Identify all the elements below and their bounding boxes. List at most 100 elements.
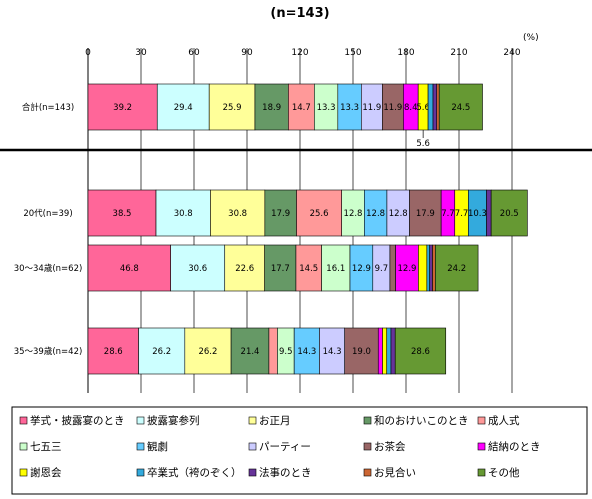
legend-swatch [363, 468, 372, 477]
bar-segment [394, 327, 447, 375]
data-label: 13.3 [340, 103, 359, 113]
x-tick-label: 120 [291, 48, 308, 58]
bars: 39.2 29.4 25.9 18.9 14.7 13.3 13.3 11.9 11.9 8.45… [87, 83, 528, 375]
bar-segment [319, 327, 345, 375]
legend-label: お正月 [259, 415, 291, 427]
data-label: 14.3 [323, 347, 342, 357]
data-label: 12.8 [344, 209, 363, 219]
bar-segment [486, 189, 492, 237]
unit-label: (%) [523, 33, 539, 43]
data-label: 10.3 [468, 209, 487, 219]
legend-label: 結納のとき [488, 440, 541, 453]
data-label: 13.3 [317, 103, 336, 113]
bar-segment [87, 244, 171, 292]
bar-segment [321, 244, 351, 292]
bar-segment [254, 83, 289, 131]
bar-segment [435, 244, 479, 292]
legend-swatch [19, 468, 28, 477]
legend-label: パーティー [259, 441, 311, 453]
data-label: 19.0 [352, 347, 371, 357]
legend-label: 法事のとき [259, 466, 312, 479]
bar-segment [386, 327, 392, 375]
data-label: 24.5 [451, 103, 470, 113]
legend-swatch [136, 468, 145, 477]
category-label: 30～34歳(n=62) [14, 263, 83, 274]
x-tick-label: 0 [85, 48, 91, 58]
bar-segment [295, 244, 322, 292]
legend-swatch [19, 442, 28, 451]
bar-segment [426, 244, 430, 292]
bar-segment [432, 244, 436, 292]
legend-swatch [248, 468, 257, 477]
chart-title: (n=143) [270, 6, 329, 21]
data-label: 30.8 [174, 209, 193, 219]
legend-label: 七五三 [30, 441, 62, 453]
legend-swatch [477, 468, 486, 477]
legend-swatch [19, 416, 28, 425]
bar-segment [264, 244, 297, 292]
data-label: 9.7 [375, 264, 389, 274]
legend-swatch [136, 416, 145, 425]
category-label: 20代(n=39) [23, 208, 72, 219]
data-label: 17.7 [271, 264, 290, 274]
legend-swatch [477, 416, 486, 425]
bar-segment [224, 244, 265, 292]
legend-swatch [248, 442, 257, 451]
bar-segment [184, 327, 232, 375]
data-label: 46.8 [120, 264, 139, 274]
category-label: 合計(n=143) [22, 102, 74, 113]
annotation-label: 5.6 [416, 139, 430, 149]
legend-swatch [363, 416, 372, 425]
bar-segment [490, 189, 528, 237]
data-label: 12.8 [366, 209, 385, 219]
data-label: 11.9 [383, 103, 402, 113]
bar-segment [389, 244, 396, 292]
legend-box [11, 406, 588, 495]
x-tick-label: 30 [135, 48, 147, 58]
x-tick-labels: 0 30 60 90 120 150 180 210 240 [85, 48, 521, 58]
legend-label: 卒業式（袴のぞく） [147, 466, 242, 479]
bar-segment [268, 327, 278, 375]
bar-segment [170, 244, 226, 292]
x-tick-label: 210 [450, 48, 467, 58]
data-label: 20.5 [500, 209, 519, 219]
legend-swatch [136, 442, 145, 451]
bar-segment [436, 83, 440, 131]
bar-segment [429, 244, 433, 292]
bar-segment [87, 189, 157, 237]
data-label: 30.6 [188, 264, 207, 274]
bar-segment [377, 327, 383, 375]
x-tick-label: 150 [344, 48, 361, 58]
data-label: 28.6 [104, 347, 123, 357]
legend-label: 謝恩会 [30, 466, 62, 479]
data-label: 17.9 [271, 209, 290, 219]
legend-swatch [248, 416, 257, 425]
data-label: 29.4 [174, 103, 193, 113]
legend-swatch [363, 442, 372, 451]
bar-segment [427, 83, 434, 131]
data-label: 5.6 [416, 103, 430, 113]
data-label: 11.9 [362, 103, 381, 113]
legend-label: お見合い [374, 466, 416, 479]
legend-label: お茶会 [374, 440, 406, 453]
bar-segment [296, 189, 342, 237]
data-label: 12.9 [398, 264, 417, 274]
data-label: 22.6 [235, 264, 254, 274]
legend-label: 挙式・披露宴のとき [30, 414, 125, 427]
x-tick-label: 90 [241, 48, 253, 58]
bar-segment [293, 327, 320, 375]
data-label: 16.1 [326, 264, 345, 274]
bar-segment [390, 327, 396, 375]
data-label: 21.4 [241, 347, 260, 357]
data-label: 7.7 [441, 209, 455, 219]
data-label: 12.9 [352, 264, 371, 274]
legend-swatch [477, 442, 486, 451]
bar-segment [210, 189, 266, 237]
data-label: 38.5 [113, 209, 132, 219]
data-label: 30.8 [228, 209, 247, 219]
legend-label: 披露宴参列 [147, 414, 200, 427]
category-label: 35～39歳(n=42) [14, 346, 83, 357]
bar-segment [288, 83, 315, 131]
bar-segment [264, 189, 297, 237]
